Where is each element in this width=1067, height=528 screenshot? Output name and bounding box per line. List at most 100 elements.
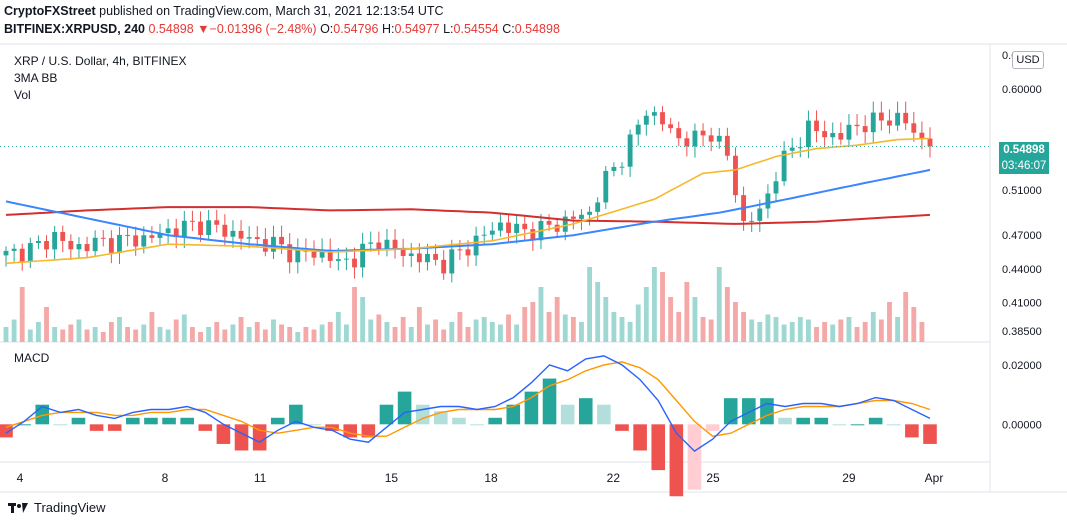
macd-hist-bar [669,424,684,497]
candle-body [246,237,252,239]
candle-body [133,235,139,247]
candle-body [335,259,341,261]
macd-hist-bar [488,417,502,425]
candle-body [781,150,787,182]
volume-bar [343,324,349,342]
candle-body [749,220,755,222]
macd-hist-bar [723,398,738,425]
candle-body [708,135,714,142]
candle-body [724,135,730,156]
time-tick-label: 8 [162,471,169,485]
volume-bar [895,317,901,342]
macd-hist-bar [578,398,593,425]
macd-hist-bar [434,411,448,425]
volume-bar [254,322,260,342]
volume-bar [133,329,139,342]
candle-body [846,124,852,140]
candle-body [327,249,333,261]
candle-body [587,211,593,215]
volume-bar [716,267,722,342]
candle-body [765,193,771,209]
low-value: 0.54554 [453,22,499,36]
volume-bar [919,322,925,342]
volume-bar [214,322,220,342]
volume-bar [587,267,593,342]
candle-body [927,138,933,147]
candle-body [522,223,528,230]
macd-hist-bar [524,391,539,425]
time-tick-label: 29 [842,471,856,485]
candle-body [76,244,82,250]
macd-hist-bar [470,424,484,426]
candle-body [27,243,33,262]
candle-body [360,243,366,268]
macd-hist-bar [0,424,13,438]
macd-hist-bar [216,424,231,444]
candle-body [692,130,698,147]
candle-body [635,124,641,135]
candle-body [125,234,131,236]
candle-body [376,242,382,250]
volume-bar [506,314,511,342]
candles [3,101,933,283]
volume-bar [481,317,487,342]
volume-bar [522,307,528,342]
volume-bar [797,317,803,342]
macd-line [5,355,931,452]
volume-bar [100,332,106,342]
candle-body [441,259,447,274]
macd-hist-bar [905,424,919,438]
candle-body [343,258,349,260]
macd-hist-bar [17,424,31,426]
price-tick-label: 0.44000 [1002,264,1042,276]
candle-body [595,202,601,212]
candle-body [230,230,236,237]
volume-bar [846,317,852,342]
macd-hist-bar [379,404,394,425]
candle-body [838,133,844,140]
volume-bar [376,314,382,342]
volume-bar [52,327,58,342]
high-value: 0.54977 [394,22,440,36]
candle-body [100,237,106,239]
volume-bar [3,327,9,342]
volume-bar [60,329,66,342]
volume-bar [108,322,114,342]
volume-bar [400,317,406,342]
volume-bar [838,319,844,342]
candle-body [457,249,463,251]
author-name[interactable]: CryptoFXStreet [4,4,96,18]
macd-hist-bar [234,424,249,451]
countdown-tag: 03:46:07 [999,158,1049,174]
volume-bar [700,317,706,342]
volume-bar [303,327,309,342]
macd-hist-bar [71,417,86,425]
volume-bar [595,282,601,342]
macd-hist-bar [270,417,285,425]
candle-body [619,166,625,168]
macd-hist-bar [742,398,756,425]
volume-bar [497,324,503,342]
volume-bar [854,327,860,342]
candle-body [384,239,390,250]
volume-bar [181,314,187,342]
candle-body [214,220,220,225]
symbol-info: BITFINEX:XRPUSD, 240 0.54898 ▼−0.01396 (… [4,22,560,36]
candle-body [408,253,414,256]
volume-bar [27,329,33,342]
candle-body [44,241,49,250]
volume-bar [352,287,357,342]
candle-body [497,222,503,231]
macd-hist-bar [89,424,104,431]
volume-bar [579,322,584,342]
candle-body [570,216,576,219]
high-label: H: [381,22,395,36]
volume-bar [878,319,884,342]
volume-bar [870,312,876,342]
volume-bar [749,319,755,342]
currency-button[interactable]: USD [1012,51,1044,69]
volume-bar [425,324,430,342]
candle-body [684,138,690,147]
footer-brand[interactable]: TradingView [34,500,106,515]
